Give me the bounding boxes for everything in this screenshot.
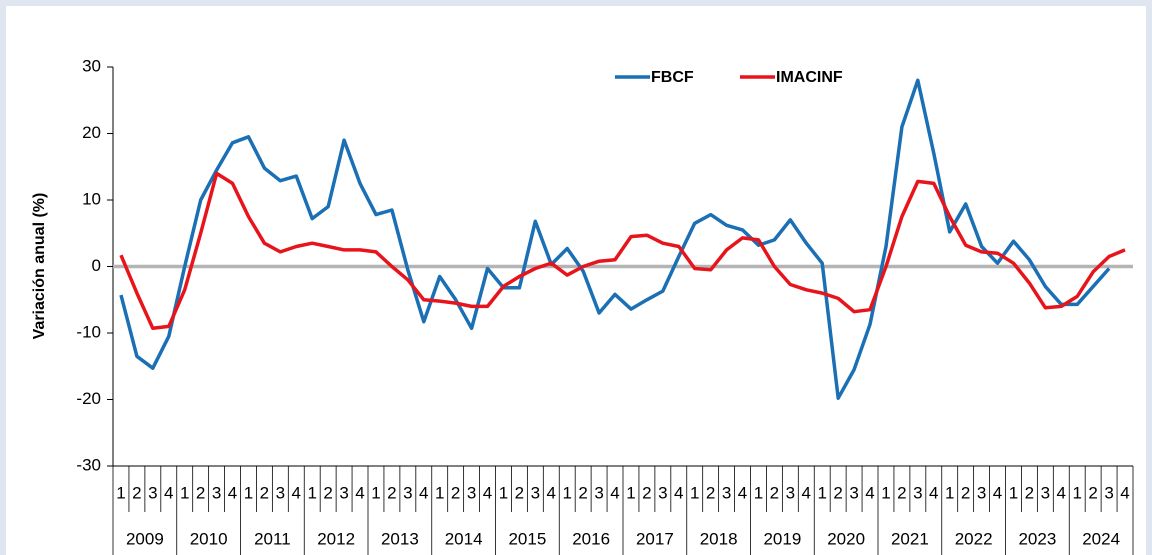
y-tick-label: 20 <box>82 123 101 142</box>
x-group-label: 2013 <box>381 529 419 548</box>
y-axis-label: Variación anual (%) <box>31 193 48 340</box>
x-group-label: 2014 <box>445 529 483 548</box>
x-tick-label: 3 <box>403 483 412 502</box>
x-tick-label: 2 <box>387 483 396 502</box>
x-group-label: 2012 <box>317 529 355 548</box>
x-tick-label: 4 <box>674 483 683 502</box>
x-tick-label: 2 <box>196 483 205 502</box>
x-tick-label: 1 <box>562 483 571 502</box>
x-tick-label: 2 <box>706 483 715 502</box>
x-group-label: 2010 <box>190 529 228 548</box>
x-tick-label: 2 <box>961 483 970 502</box>
x-tick-label: 1 <box>435 483 444 502</box>
x-tick-label: 3 <box>339 483 348 502</box>
x-tick-label: 3 <box>786 483 795 502</box>
x-group-label: 2017 <box>636 529 674 548</box>
x-tick-label: 2 <box>1088 483 1097 502</box>
x-tick-label: 1 <box>1009 483 1018 502</box>
x-tick-label: 3 <box>531 483 540 502</box>
x-tick-label: 4 <box>355 483 364 502</box>
x-tick-label: 1 <box>244 483 253 502</box>
y-tick-label: -10 <box>76 322 101 341</box>
x-tick-label: 4 <box>929 483 938 502</box>
x-tick-label: 3 <box>658 483 667 502</box>
y-tick-label: 10 <box>82 189 101 208</box>
x-tick-label: 2 <box>897 483 906 502</box>
x-group-label: 2021 <box>891 529 929 548</box>
x-tick-label: 4 <box>292 483 301 502</box>
x-tick-label: 2 <box>132 483 141 502</box>
x-tick-label: 1 <box>626 483 635 502</box>
x-group-label: 2015 <box>508 529 546 548</box>
x-group-label: 2024 <box>1082 529 1120 548</box>
x-tick-label: 1 <box>754 483 763 502</box>
x-tick-label: 3 <box>1041 483 1050 502</box>
x-tick-label: 3 <box>977 483 986 502</box>
x-tick-label: 3 <box>1104 483 1113 502</box>
x-tick-label: 2 <box>451 483 460 502</box>
y-tick-label: 0 <box>92 256 101 275</box>
x-tick-label: 1 <box>307 483 316 502</box>
x-group-label: 2022 <box>955 529 993 548</box>
x-group-label: 2011 <box>254 529 291 548</box>
x-tick-label: 2 <box>578 483 587 502</box>
x-tick-label: 4 <box>610 483 619 502</box>
x-tick-label: 2 <box>323 483 332 502</box>
x-tick-label: 4 <box>738 483 747 502</box>
x-tick-label: 3 <box>276 483 285 502</box>
x-tick-label: 4 <box>993 483 1002 502</box>
legend-label: FBCF <box>651 69 694 86</box>
x-tick-label: 3 <box>467 483 476 502</box>
x-tick-label: 4 <box>1120 483 1129 502</box>
x-tick-label: 1 <box>1072 483 1081 502</box>
x-tick-label: 2 <box>1025 483 1034 502</box>
x-group-label: 2009 <box>126 529 164 548</box>
x-tick-label: 1 <box>116 483 125 502</box>
x-tick-label: 4 <box>228 483 237 502</box>
x-tick-label: 4 <box>865 483 874 502</box>
x-group-label: 2020 <box>827 529 865 548</box>
plot-panel <box>6 6 1146 555</box>
x-tick-label: 4 <box>483 483 492 502</box>
x-tick-label: 3 <box>849 483 858 502</box>
x-group-label: 2019 <box>763 529 801 548</box>
x-tick-label: 1 <box>499 483 508 502</box>
x-tick-label: 3 <box>594 483 603 502</box>
series-line <box>119 171 1126 331</box>
x-tick-label: 4 <box>1057 483 1066 502</box>
legend-label: IMACINF <box>776 69 843 86</box>
x-tick-label: 4 <box>164 483 173 502</box>
x-group-label: 2018 <box>700 529 738 548</box>
x-tick-label: 3 <box>913 483 922 502</box>
x-tick-label: 2 <box>260 483 269 502</box>
x-tick-label: 3 <box>722 483 731 502</box>
x-tick-label: 2 <box>833 483 842 502</box>
x-tick-label: 1 <box>371 483 380 502</box>
x-tick-label: 2 <box>642 483 651 502</box>
x-tick-label: 3 <box>148 483 157 502</box>
x-tick-label: 1 <box>817 483 826 502</box>
y-tick-label: -30 <box>76 455 101 474</box>
x-tick-label: 3 <box>212 483 221 502</box>
x-tick-label: 4 <box>419 483 428 502</box>
y-tick-label: -20 <box>76 389 101 408</box>
x-tick-label: 1 <box>881 483 890 502</box>
x-tick-label: 2 <box>770 483 779 502</box>
x-tick-label: 4 <box>547 483 556 502</box>
x-tick-label: 4 <box>802 483 811 502</box>
x-group-label: 2023 <box>1018 529 1056 548</box>
x-group-label: 2016 <box>572 529 610 548</box>
x-tick-label: 1 <box>180 483 189 502</box>
x-tick-label: 1 <box>945 483 954 502</box>
y-tick-label: 30 <box>82 56 101 75</box>
x-tick-label: 2 <box>515 483 524 502</box>
x-tick-label: 1 <box>690 483 699 502</box>
